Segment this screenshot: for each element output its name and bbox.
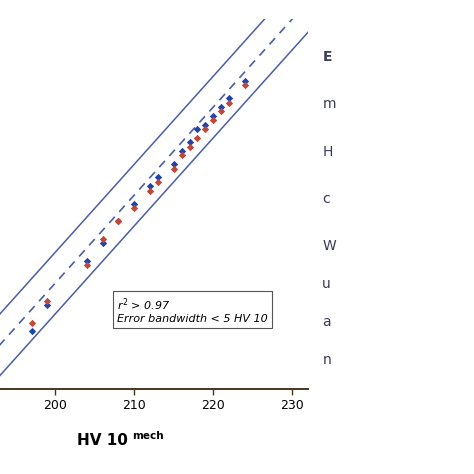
Point <box>115 218 122 225</box>
Point <box>241 77 249 84</box>
Text: c: c <box>322 192 330 206</box>
Point <box>210 112 217 119</box>
Point <box>154 173 162 181</box>
Point <box>194 125 201 133</box>
Point <box>210 117 217 124</box>
Point <box>225 99 233 106</box>
Point <box>218 108 225 115</box>
Text: E: E <box>322 50 332 64</box>
Text: u: u <box>322 277 331 292</box>
Point <box>178 152 185 159</box>
Point <box>83 262 91 269</box>
Text: a: a <box>322 315 331 329</box>
Point <box>146 182 154 190</box>
Point <box>99 235 107 243</box>
Text: n: n <box>322 353 331 367</box>
Point <box>44 297 51 304</box>
Point <box>170 160 178 168</box>
Point <box>241 81 249 89</box>
Point <box>218 103 225 111</box>
Point <box>130 200 138 208</box>
Point <box>186 143 193 150</box>
Point <box>201 121 209 128</box>
Point <box>225 94 233 102</box>
Text: W: W <box>322 239 336 254</box>
Point <box>201 125 209 133</box>
Point <box>44 301 51 309</box>
Point <box>28 328 36 335</box>
Point <box>99 240 107 247</box>
Point <box>194 134 201 142</box>
Text: H: H <box>322 145 333 159</box>
Text: mech: mech <box>132 431 164 441</box>
Text: $r^{2}$ > 0.97
Error bandwidth < 5 HV 10: $r^{2}$ > 0.97 Error bandwidth < 5 HV 10 <box>117 296 268 324</box>
Point <box>154 178 162 186</box>
Point <box>146 187 154 194</box>
Text: HV 10: HV 10 <box>77 433 128 448</box>
Point <box>186 138 193 146</box>
Point <box>83 257 91 265</box>
Point <box>178 147 185 155</box>
Point <box>130 204 138 212</box>
Point <box>115 218 122 225</box>
Point <box>28 319 36 327</box>
Point <box>170 165 178 173</box>
Text: m: m <box>322 97 336 111</box>
